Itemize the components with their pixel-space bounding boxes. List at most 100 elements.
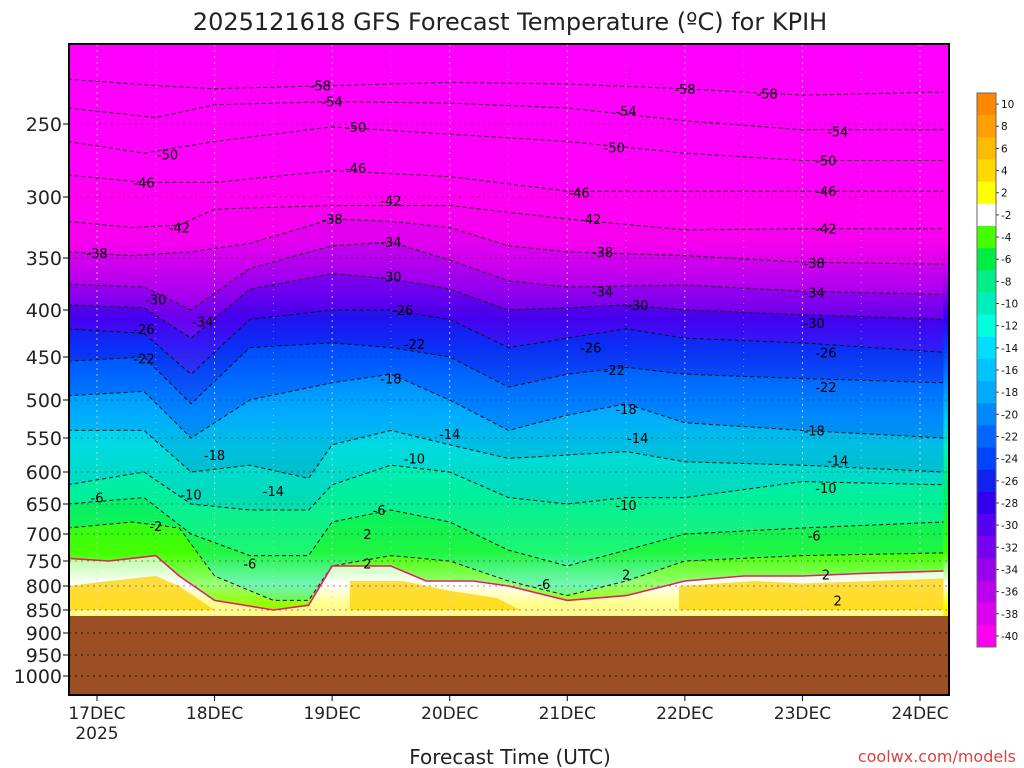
- isotherm-label: -38: [592, 246, 613, 261]
- colorbar-tick-label: 8: [1001, 121, 1008, 133]
- colorbar-tick-label: -24: [1001, 454, 1018, 466]
- credit-link[interactable]: coolwx.com/models: [858, 747, 1016, 766]
- plot-frame: [68, 43, 950, 696]
- colorbar-tick-label: -6: [1001, 254, 1012, 266]
- isotherm-label: -30: [804, 317, 825, 332]
- temperature-band: [69, 465, 944, 566]
- colorbar-tick-label: -34: [1001, 564, 1018, 576]
- isotherm-line: [69, 497, 944, 567]
- colorbar-swatch: [977, 403, 996, 426]
- colorbar-swatch: [977, 203, 996, 227]
- isotherm-label: -26: [580, 342, 601, 357]
- isotherm-label: -58: [674, 83, 695, 98]
- isotherm-label: -50: [604, 141, 625, 156]
- isotherm-line: [69, 218, 944, 265]
- chart-title: 2025121618 GFS Forecast Temperature (ºC)…: [193, 8, 827, 36]
- temperature-band: [69, 79, 944, 130]
- colorbar-tick-label: -36: [1001, 587, 1018, 599]
- colorbar-swatch: [977, 159, 996, 182]
- colorbar-swatch: [977, 558, 996, 581]
- colorbar-tick-label: -14: [1001, 343, 1018, 355]
- x-tick-label: 23DEC: [774, 704, 831, 724]
- temperature-band: [69, 101, 944, 161]
- y-tick-label: 950: [26, 645, 62, 667]
- colorbar-tick-label: -2: [1001, 210, 1011, 222]
- x-tick-label: 18DEC: [186, 704, 243, 724]
- x-axis: 17DEC 18DEC 19DEC 20DEC 21DEC 22DEC 23DEC 24DEC…: [68, 695, 949, 744]
- isotherm-line: [69, 373, 944, 439]
- isotherm-label: 2: [822, 569, 830, 584]
- colorbar-tick-label: -12: [1001, 321, 1018, 333]
- isotherm-label: -22: [815, 381, 836, 396]
- temperature-band: [69, 205, 944, 265]
- x-axis-label: Forecast Time (UTC): [409, 745, 611, 768]
- temperature-band: [69, 374, 944, 479]
- temperature-band: [69, 273, 944, 375]
- isotherm-label: -18: [804, 424, 825, 439]
- colorbar-tick-label: -28: [1001, 498, 1018, 510]
- temperature-band: [69, 342, 944, 438]
- isotherm-label: 2: [363, 558, 371, 573]
- y-tick-label: 850: [26, 600, 62, 622]
- isotherm-label: -6: [91, 492, 104, 507]
- y-tick-label: 900: [26, 623, 62, 645]
- isotherm-label: -14: [263, 485, 284, 500]
- y-tick-label: 350: [26, 248, 62, 270]
- isotherm-label: -38: [86, 247, 107, 262]
- isotherm-label: -14: [627, 432, 648, 447]
- isotherm-label: 2: [834, 594, 842, 609]
- y-axis: 2503003504004505005506006507007508008509…: [14, 114, 69, 688]
- temperature-band: [69, 219, 944, 310]
- isotherm-line: [69, 126, 944, 161]
- colorbar-tick-label: 4: [1001, 166, 1008, 178]
- isotherm-label: -14: [827, 454, 848, 469]
- isotherm-line: [69, 429, 944, 479]
- isotherm-label: -34: [380, 236, 401, 251]
- isotherm-label: -10: [404, 452, 425, 467]
- colorbar-swatch: [977, 93, 996, 116]
- colorbar-tick-label: -20: [1001, 409, 1018, 421]
- colorbar-tick-label: -18: [1001, 387, 1018, 399]
- colorbar-swatch: [977, 181, 996, 205]
- isotherm-line: [69, 241, 944, 311]
- isotherm-label: -58: [310, 80, 331, 95]
- y-tick-label: 550: [26, 428, 62, 450]
- colorbar: 10 8 6 4 2 -2 -4 -6 -8 -10 -12 -14 -16 -18 -20 -22 -24 -2…: [976, 92, 1018, 648]
- colorbar-tick-label: 10: [1001, 99, 1014, 111]
- isotherm-label: -54: [321, 96, 342, 111]
- colorbar-tick-label: -10: [1001, 299, 1018, 311]
- isotherm-label: -18: [204, 449, 225, 464]
- colorbar-swatch: [977, 314, 996, 338]
- colorbar-swatch: [977, 580, 996, 603]
- isotherm-label: -18: [615, 403, 636, 418]
- isotherm-label: -26: [133, 323, 154, 338]
- isotherm-label: -46: [815, 185, 836, 200]
- x-tick-label: 20DEC: [421, 704, 478, 724]
- temperature-band: [69, 170, 944, 230]
- temperature-band: [69, 242, 944, 339]
- colorbar-tick-label: -22: [1001, 431, 1018, 443]
- y-tick-label: 400: [26, 300, 62, 322]
- colorbar-swatch: [977, 381, 996, 404]
- temperature-band: [69, 497, 944, 601]
- colorbar-tick-label: -16: [1001, 365, 1018, 377]
- isotherm-label: -34: [804, 286, 825, 301]
- isotherm-label: -54: [615, 105, 636, 120]
- y-tick-label: 800: [26, 576, 62, 598]
- isotherm-line: [69, 309, 944, 375]
- isotherm-line: [69, 554, 944, 611]
- isotherm-label: -58: [757, 88, 778, 103]
- colorbar-swatch: [977, 270, 996, 293]
- warm-pocket: [69, 576, 215, 610]
- colorbar-swatch: [977, 469, 996, 493]
- colorbar-tick-label: -8: [1001, 276, 1011, 288]
- colorbar-tick-label: -32: [1001, 542, 1018, 554]
- isotherm-label: -10: [180, 488, 201, 503]
- colorbar-swatch: [977, 358, 996, 382]
- y-tick-label: 750: [26, 551, 62, 573]
- y-tick-label: 700: [26, 524, 62, 546]
- isotherm-line: [69, 78, 944, 96]
- x-tick-label: 21DEC: [539, 704, 596, 724]
- isotherm-label: -42: [380, 195, 401, 210]
- y-tick-label: 600: [26, 462, 62, 484]
